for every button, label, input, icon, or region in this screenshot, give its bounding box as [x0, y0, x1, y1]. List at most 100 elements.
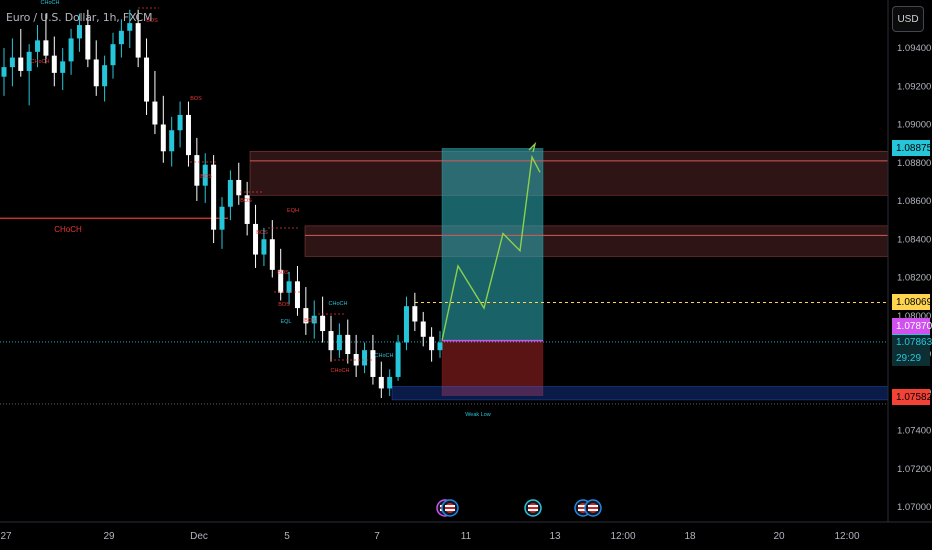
event-stripe — [445, 509, 455, 511]
candle-body — [420, 321, 426, 337]
candle-body — [102, 65, 108, 87]
candle-body — [345, 334, 351, 354]
candle — [303, 287, 309, 335]
candle-body — [185, 114, 191, 156]
structure-label: CHoCH — [31, 59, 50, 65]
candle — [412, 292, 418, 332]
candle-body — [378, 376, 384, 389]
candle-body — [429, 336, 435, 351]
supply-zone-upper — [249, 150, 889, 196]
candle-body — [26, 51, 32, 71]
structure-label: BOS — [200, 174, 212, 180]
candle-body — [110, 44, 116, 66]
y-tick-label: 1.09200 — [897, 81, 931, 92]
candle-body — [118, 30, 124, 45]
candle-body — [169, 130, 175, 152]
candle — [320, 296, 326, 343]
x-tick-label: 12:00 — [610, 531, 635, 542]
bar-countdown-timer: 29:29 — [892, 350, 930, 366]
candle — [395, 334, 401, 381]
candle-body — [278, 269, 284, 293]
candle-body — [244, 195, 250, 224]
candle — [294, 266, 300, 316]
candle-body — [76, 25, 82, 39]
x-tick-label: 5 — [284, 531, 290, 542]
candle — [177, 101, 183, 148]
event-stripe — [578, 505, 588, 507]
candle — [311, 300, 317, 339]
current-price-tag: 1.07863 — [892, 334, 932, 350]
candle-body — [261, 239, 267, 255]
candle — [43, 13, 49, 64]
candle-body — [202, 164, 208, 186]
candle — [68, 28, 74, 75]
candle-body — [362, 350, 368, 366]
candle-body — [127, 23, 133, 31]
event-stripe — [588, 505, 598, 507]
structure-label: BOS — [256, 230, 268, 236]
candle-body — [43, 40, 49, 56]
candle — [370, 334, 376, 385]
demand-zone — [391, 386, 889, 401]
structure-label: CHoCH — [41, 0, 60, 6]
stop-price-tag: 1.07582 — [892, 389, 932, 405]
y-tick-label: 1.08000 — [897, 311, 931, 322]
candle-body — [160, 124, 166, 152]
candle — [202, 153, 208, 203]
candle — [85, 9, 91, 68]
y-tick-label: 1.08400 — [897, 234, 931, 245]
economic-event-flag-icon — [441, 499, 459, 517]
candle-body — [303, 308, 309, 324]
y-tick-label: 1.08200 — [897, 273, 931, 284]
entry-price-tag: 1.07870 — [892, 318, 932, 334]
y-tick-label: 1.07200 — [897, 464, 931, 475]
x-tick-label: 7 — [374, 531, 380, 542]
candle-body — [236, 179, 242, 196]
y-tick-label: 1.09000 — [897, 120, 931, 131]
event-stripe — [528, 505, 538, 507]
candle-body — [135, 23, 141, 58]
candle — [286, 271, 292, 305]
candle — [152, 70, 158, 135]
candle — [26, 44, 32, 106]
economic-event-flag-icon — [524, 499, 542, 517]
candle — [127, 9, 133, 48]
candle-body — [294, 281, 300, 309]
candle-body — [336, 334, 342, 351]
candle — [403, 296, 409, 351]
candle — [169, 116, 175, 167]
currency-button[interactable]: USD — [892, 6, 924, 32]
candle — [236, 162, 242, 205]
candle-body — [227, 179, 233, 207]
y-tick-label: 1.08600 — [897, 196, 931, 207]
structure-label: Weak Low — [465, 412, 491, 418]
x-tick-label: Dec — [190, 531, 208, 542]
y-tick-label: 1.07000 — [897, 502, 931, 513]
x-tick-label: 18 — [684, 531, 696, 542]
candle-body — [311, 315, 317, 324]
candle-body — [152, 101, 158, 125]
candle — [110, 32, 116, 79]
candle-body — [177, 114, 183, 131]
candle-body — [18, 57, 24, 71]
candle — [387, 369, 393, 397]
candle — [261, 227, 267, 267]
candle-body — [370, 350, 376, 377]
supply-zone-lower — [304, 225, 889, 257]
candle — [278, 248, 284, 301]
candle — [144, 38, 150, 115]
x-tick-label: 29 — [103, 531, 115, 542]
x-tick-label: 12:00 — [834, 531, 859, 542]
candle — [269, 220, 275, 278]
candle — [219, 197, 225, 249]
candle-body — [403, 306, 409, 343]
candle — [51, 36, 57, 87]
structure-label: EQH — [287, 208, 299, 214]
candle — [429, 327, 435, 362]
event-flag — [528, 503, 538, 513]
candle-body — [286, 281, 292, 293]
candle-body — [353, 354, 359, 366]
candle-body — [1, 67, 7, 77]
symbol-title: Euro / U.S. Dollar, 1h, FXCM — [6, 11, 153, 24]
